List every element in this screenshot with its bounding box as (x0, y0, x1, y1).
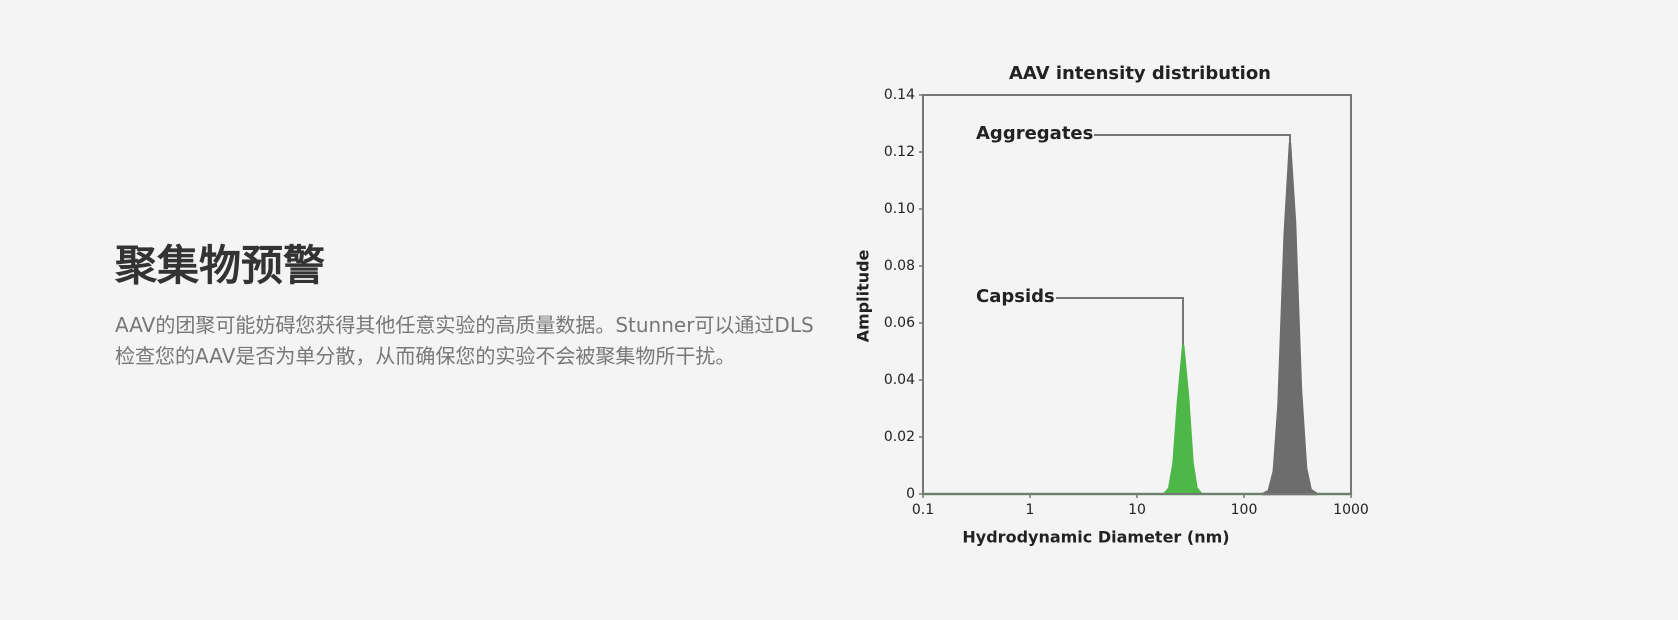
y-tick-label: 0.04 (884, 372, 915, 388)
annotation-label: Aggregates (976, 123, 1093, 144)
x-axis-title: Hydrodynamic Diameter (nm) (962, 528, 1229, 547)
y-tick-label: 0 (906, 486, 915, 502)
x-tick-label: 0.1 (912, 502, 934, 518)
x-tick-label: 100 (1231, 502, 1258, 518)
y-tick-label: 0.14 (884, 87, 915, 103)
leader-line (1056, 297, 1184, 345)
heading: 聚集物预警 (115, 241, 326, 290)
y-axis-title: Amplitude (854, 249, 873, 342)
x-tick-label: 1 (1026, 502, 1035, 518)
chart-title: AAV intensity distribution (1009, 63, 1271, 84)
y-tick-label: 0.02 (884, 429, 915, 445)
chart: AAV intensity distribution Hydrodynamic … (854, 63, 1369, 547)
leader-line (1094, 134, 1291, 143)
x-tick-label: 10 (1128, 502, 1146, 518)
distribution-area (1261, 142, 1319, 496)
y-tick-label: 0.10 (884, 201, 915, 217)
paragraph: AAV的团聚可能妨碍您获得其他任意实验的高质量数据。Stunner可以通过DLS… (115, 313, 814, 368)
y-tick-label: 0.08 (884, 258, 915, 274)
y-tick-label: 0.06 (884, 315, 915, 331)
y-tick-label: 0.12 (884, 144, 915, 160)
plot-frame (922, 94, 1352, 495)
annotation-label: Capsids (976, 286, 1055, 307)
x-tick-label: 1000 (1333, 502, 1369, 518)
